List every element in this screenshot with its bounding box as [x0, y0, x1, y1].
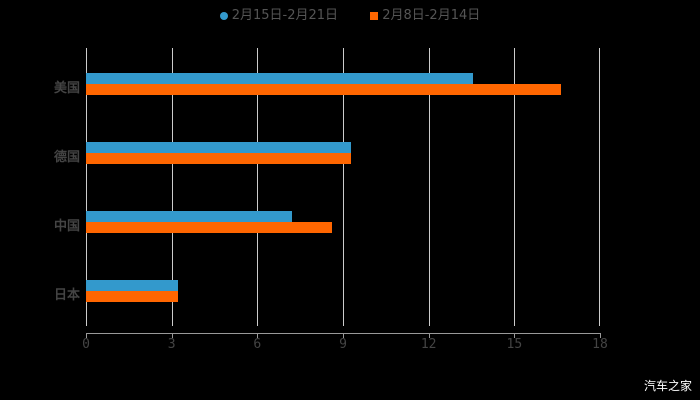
gridline: [514, 48, 516, 326]
legend-item-series-1[interactable]: 2月15日-2月21日: [219, 4, 339, 23]
tick-mark: [514, 333, 516, 338]
tick-label: 3: [167, 337, 176, 352]
bar[interactable]: [86, 73, 473, 84]
legend-label: 2月8日-2月14日: [382, 8, 481, 23]
tick-mark: [600, 333, 601, 338]
gridline: [343, 48, 344, 326]
category-label: 美国: [53, 81, 80, 96]
tick-label: 18: [592, 337, 608, 352]
gridline: [428, 48, 430, 326]
legend-item-series-2[interactable]: 2月8日-2月14日: [370, 4, 480, 23]
bar[interactable]: [86, 153, 351, 164]
category-label: 中国: [53, 219, 80, 234]
tick-label: 15: [506, 337, 523, 352]
legend: 2月15日-2月21日 2月8日-2月14日: [0, 4, 700, 23]
tick-mark: [171, 333, 173, 338]
bar[interactable]: [86, 84, 561, 95]
tick-mark: [257, 333, 259, 338]
bar[interactable]: [86, 211, 292, 222]
series-1-marker-icon: [219, 11, 228, 20]
gridline: [257, 48, 259, 326]
gridline: [599, 48, 600, 326]
legend-label: 2月15日-2月21日: [231, 8, 339, 23]
gridline: [171, 48, 173, 326]
plot-area: [86, 48, 600, 326]
bar[interactable]: [86, 291, 178, 302]
tick-label: 6: [253, 337, 262, 352]
bar[interactable]: [86, 222, 332, 233]
tick-mark: [428, 333, 430, 338]
category-label: 日本: [53, 288, 80, 303]
gridline: [86, 48, 87, 326]
bar[interactable]: [86, 142, 351, 153]
series-2-marker-icon: [370, 11, 379, 20]
bar[interactable]: [86, 280, 178, 291]
category-label: 德国: [53, 150, 80, 165]
tick-mark: [343, 333, 344, 338]
tick-mark: [86, 333, 87, 338]
tick-label: 9: [339, 337, 347, 352]
watermark: 汽车之家: [643, 379, 692, 393]
tick-label: 12: [420, 337, 437, 352]
tick-label: 0: [82, 337, 90, 352]
